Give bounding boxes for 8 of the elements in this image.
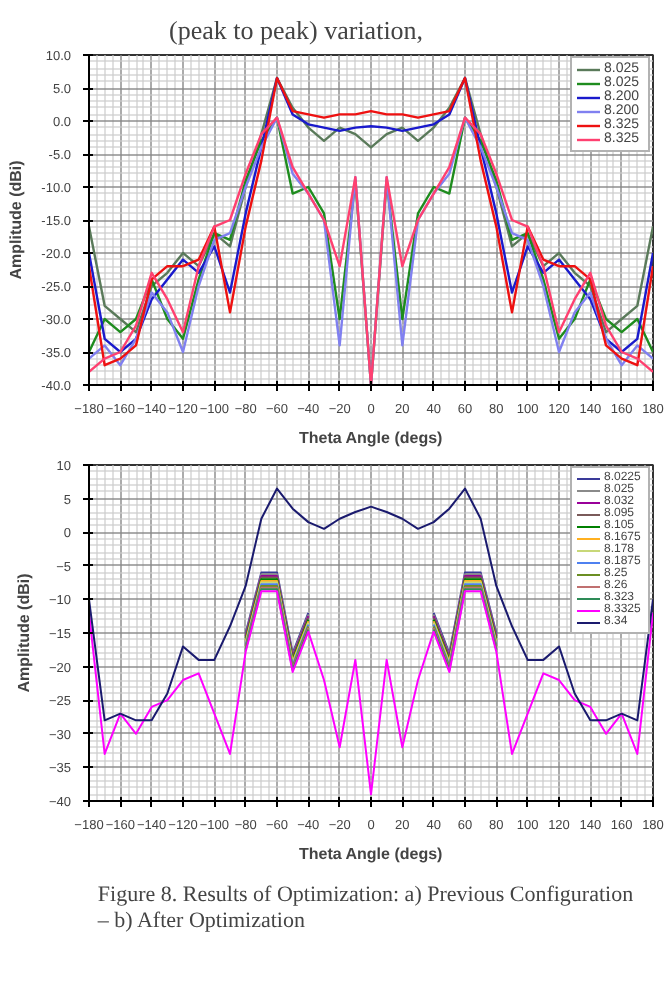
y-axis-title: Amplitude (dBi): [7, 159, 26, 280]
line-series: [89, 590, 653, 796]
x-axis-title: Theta Angle (degs): [299, 845, 444, 863]
caption: Figure 8. Results of Optimization: a) Previous Configuration – b) After Optimization: [95, 882, 635, 933]
text: (peak to peak) variation,: [169, 15, 424, 45]
y-axis-title: Amplitude (dBi): [14, 572, 33, 693]
x-axis-title: Theta Angle (degs): [299, 429, 444, 447]
line-series: [89, 487, 653, 722]
